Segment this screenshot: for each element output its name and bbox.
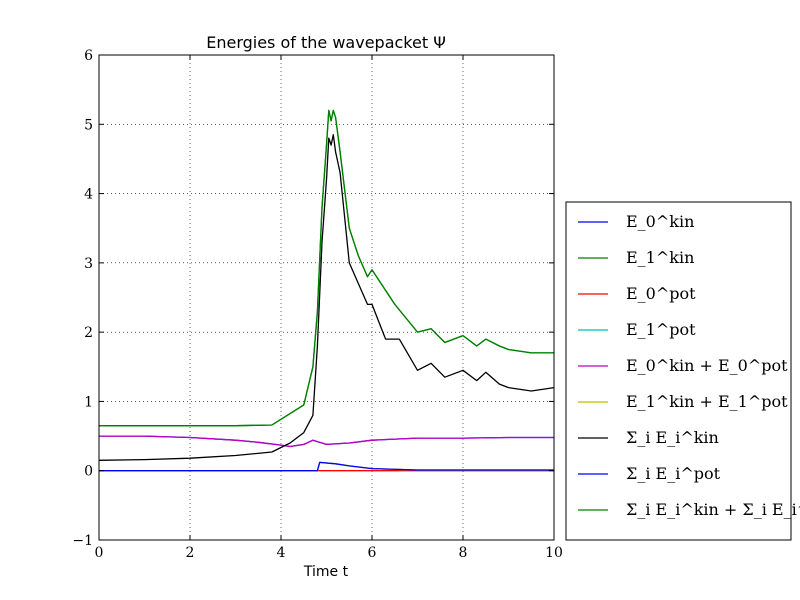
y-tick-label: 0 xyxy=(84,464,93,480)
series-line-4 xyxy=(99,435,554,448)
series-lines xyxy=(98,109,555,472)
plot-area xyxy=(98,54,555,541)
chart-title: Energies of the wavepacket Ψ xyxy=(206,33,446,52)
legend-label: Σ_i E_i^kin + Σ_i E_i^pot xyxy=(626,500,800,519)
x-tick-label: 10 xyxy=(545,545,563,561)
grid xyxy=(98,54,555,541)
legend-label: E_1^pot xyxy=(626,320,696,339)
series-line-6 xyxy=(98,134,555,461)
legend-label: E_1^kin xyxy=(626,248,694,267)
legend-label: Σ_i E_i^kin xyxy=(626,428,719,447)
legend-label: E_0^kin + E_0^pot xyxy=(626,356,788,375)
x-tick-label: 8 xyxy=(459,545,468,561)
y-tick-label: 6 xyxy=(84,48,93,64)
legend-label: Σ_i E_i^pot xyxy=(626,464,721,483)
y-tick-label: 4 xyxy=(84,187,93,203)
legend-label: E_0^pot xyxy=(626,284,696,303)
y-tick-label: 1 xyxy=(84,394,93,410)
y-tick-label: 3 xyxy=(84,256,93,272)
legend: E_0^kin E_1^kin E_0^pot E_1^pot E_0^kin + E_… xyxy=(565,201,800,541)
legend-label: E_0^kin xyxy=(626,212,694,231)
x-tick-label: 2 xyxy=(186,545,195,561)
x-tick-label: 6 xyxy=(368,545,377,561)
series-line-1 xyxy=(99,109,554,427)
series-line-8 xyxy=(99,109,554,427)
legend-label: E_1^kin + E_1^pot xyxy=(626,392,788,411)
x-tick-label: 4 xyxy=(277,545,286,561)
x-axis-label: Time t xyxy=(303,564,349,580)
x-tick-label: 0 xyxy=(95,545,104,561)
series-line-7 xyxy=(99,461,554,472)
y-tick-label: −1 xyxy=(72,533,93,549)
y-tick-label: 2 xyxy=(84,325,93,341)
y-tick-label: 5 xyxy=(84,117,93,133)
